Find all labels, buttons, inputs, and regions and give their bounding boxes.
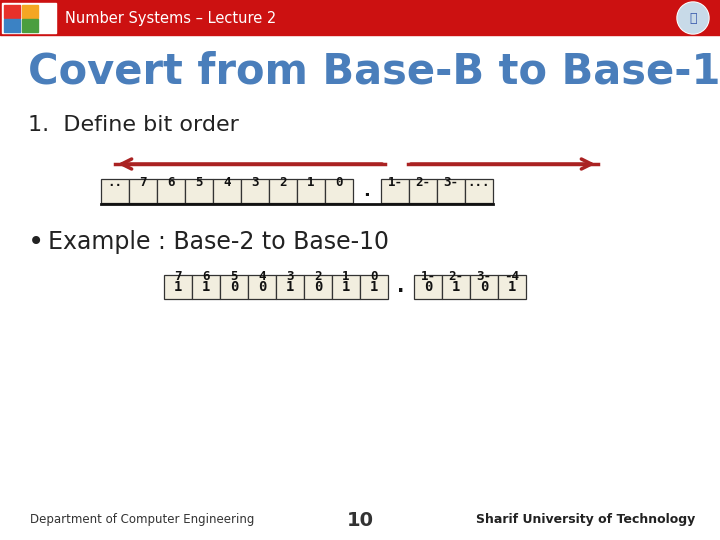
Text: 0: 0 [336,176,343,188]
Bar [470,275,498,299]
Bar [192,275,220,299]
Text: 7: 7 [139,176,147,188]
Bar [269,179,297,203]
Text: 1: 1 [370,280,378,294]
Text: ...: ... [468,176,490,188]
Text: Example : Base-2 to Base-10: Example : Base-2 to Base-10 [48,230,389,254]
Text: 1: 1 [452,280,460,294]
Bar [304,275,332,299]
Bar [220,275,248,299]
Text: 4: 4 [223,176,230,188]
Bar [101,179,129,203]
Text: 0: 0 [424,280,432,294]
Text: 6: 6 [202,271,210,284]
Bar [442,275,470,299]
Text: 1-: 1- [387,176,402,188]
Bar [129,179,157,203]
Text: 7: 7 [174,271,181,284]
Text: Sharif University of Technology: Sharif University of Technology [476,514,695,526]
Bar [248,275,276,299]
Text: 0: 0 [370,271,378,284]
Text: 1: 1 [174,280,182,294]
Text: 6: 6 [167,176,175,188]
Text: 2: 2 [314,271,322,284]
Text: 3: 3 [251,176,258,188]
Text: 3-: 3- [444,176,459,188]
Bar [465,179,493,203]
Bar [276,275,304,299]
Text: 1: 1 [342,271,350,284]
Bar [0,0,720,35]
Bar [414,275,442,299]
Text: 1: 1 [508,280,516,294]
Bar [185,179,213,203]
Bar [2,3,56,33]
Text: 0: 0 [314,280,322,294]
Bar [332,275,360,299]
Bar [325,179,353,203]
Text: 1-: 1- [420,271,436,284]
Text: ..: .. [107,176,122,188]
Circle shape [677,2,709,34]
Bar [4,5,20,18]
Bar [4,19,20,32]
Bar [164,275,192,299]
Text: Covert from Base-B to Base-10: Covert from Base-B to Base-10 [28,51,720,93]
Text: 5: 5 [195,176,203,188]
Text: 2-: 2- [449,271,464,284]
Text: 1: 1 [202,280,210,294]
Text: 1: 1 [342,280,350,294]
Bar [381,179,409,203]
Text: ⛪: ⛪ [689,11,697,24]
Text: -4: -4 [505,271,520,284]
Bar [409,179,437,203]
Text: 2: 2 [279,176,287,188]
Text: Department of Computer Engineering: Department of Computer Engineering [30,514,254,526]
Bar [2,3,56,33]
Text: 3: 3 [287,271,294,284]
Text: .: . [397,278,405,296]
Circle shape [678,3,708,33]
Bar [437,179,465,203]
Bar [297,179,325,203]
Text: 10: 10 [346,510,374,530]
Bar [241,179,269,203]
Text: 1.  Define bit order: 1. Define bit order [28,115,239,135]
Bar [360,275,388,299]
Text: 1: 1 [286,280,294,294]
Text: .: . [364,182,370,200]
Bar [22,19,38,32]
Text: •: • [28,228,44,256]
Text: 5: 5 [230,271,238,284]
Bar [213,179,241,203]
Bar [22,5,38,18]
Text: 3-: 3- [477,271,492,284]
Text: 0: 0 [258,280,266,294]
Bar [157,179,185,203]
Text: Number Systems – Lecture 2: Number Systems – Lecture 2 [65,10,276,25]
Bar [498,275,526,299]
Text: 1: 1 [307,176,315,188]
Text: 2-: 2- [415,176,431,188]
Text: 0: 0 [230,280,238,294]
Text: 0: 0 [480,280,488,294]
Text: 4: 4 [258,271,266,284]
